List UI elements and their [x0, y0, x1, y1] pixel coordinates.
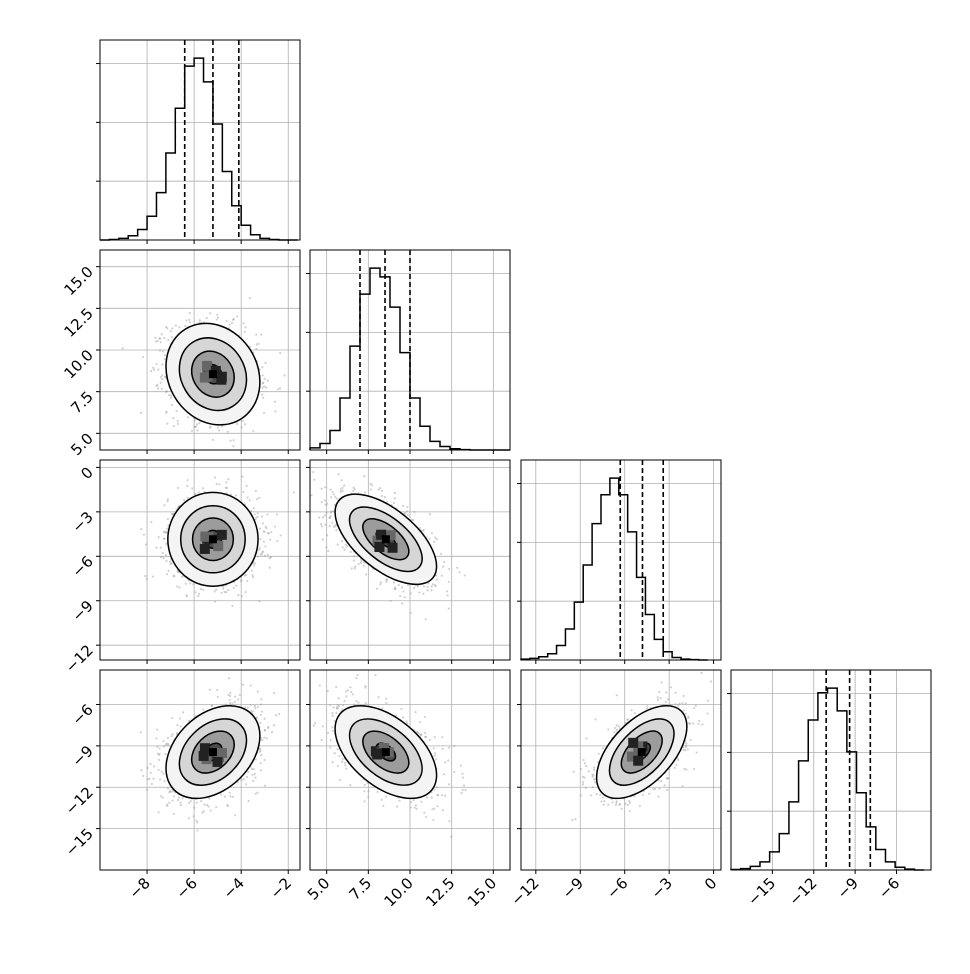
y-tick-label: −3 — [68, 508, 96, 536]
histogram-panel-2 — [517, 460, 721, 664]
x-tick-label: −4 — [220, 874, 248, 902]
histogram-panel-1 — [306, 250, 510, 454]
x-tick-label: −2 — [267, 874, 295, 902]
x-tick-label: 12.5 — [422, 874, 458, 910]
x-tick-label: −6 — [173, 874, 201, 902]
scatter-panel-2-0 — [96, 460, 300, 664]
density-peak — [209, 370, 217, 378]
y-tick-label: 5.0 — [67, 429, 97, 459]
y-tick-label: −12 — [62, 783, 97, 818]
y-tick-label: −6 — [68, 701, 96, 729]
density-bin — [200, 544, 210, 554]
x-tick-label: −9 — [559, 874, 587, 902]
density-bin — [628, 738, 638, 748]
panel-frame — [100, 40, 300, 240]
density-bin — [202, 361, 212, 371]
x-tick-label: −12 — [508, 874, 543, 909]
histogram-step — [521, 478, 708, 660]
density-peak — [209, 535, 217, 543]
density-bin — [633, 756, 643, 766]
scatter-panel-2-1 — [297, 460, 510, 664]
density-peak — [382, 535, 390, 543]
x-tick-label: −9 — [834, 874, 862, 902]
density-bin — [200, 743, 210, 753]
y-tick-label: 0 — [77, 464, 96, 483]
x-tick-label: −6 — [875, 874, 903, 902]
x-tick-label: 0 — [701, 874, 720, 893]
density-bin — [388, 543, 398, 553]
scatter-panel-1-0 — [96, 250, 300, 470]
y-tick-label: 10.0 — [60, 346, 96, 382]
density-peak — [209, 748, 217, 756]
histogram-panel-3 — [727, 670, 931, 874]
y-tick-label: 15.0 — [60, 263, 96, 299]
x-tick-label: 7.5 — [346, 874, 376, 904]
histogram-step — [100, 58, 298, 240]
density-bin — [374, 542, 384, 552]
density-bin — [213, 757, 223, 767]
density-peak — [638, 748, 646, 756]
y-tick-label: −15 — [62, 825, 97, 860]
y-tick-label: 12.5 — [60, 304, 96, 340]
panel-frame — [731, 670, 931, 870]
x-tick-label: −6 — [603, 874, 631, 902]
histogram-panel-0 — [96, 40, 300, 244]
x-tick-label: −15 — [744, 874, 779, 909]
scatter-panel-3-1 — [306, 670, 510, 874]
x-tick-label: 10.0 — [380, 874, 416, 910]
x-tick-label: −3 — [648, 874, 676, 902]
density-peak — [382, 748, 390, 756]
x-tick-label: −12 — [785, 874, 820, 909]
y-tick-label: −9 — [68, 597, 96, 625]
y-tick-label: −9 — [68, 742, 96, 770]
y-tick-label: −6 — [68, 552, 96, 580]
histogram-step — [731, 688, 924, 870]
density-bin — [217, 530, 227, 540]
y-tick-label: 7.5 — [67, 388, 97, 418]
density-bin — [216, 375, 226, 385]
y-tick-label: −12 — [62, 641, 97, 676]
scatter-panel-3-2 — [517, 670, 721, 874]
x-tick-label: 15.0 — [464, 874, 500, 910]
x-tick-label: 5.0 — [304, 874, 334, 904]
x-tick-label: −8 — [126, 874, 154, 902]
scatter-panel-3-0 — [96, 670, 300, 874]
